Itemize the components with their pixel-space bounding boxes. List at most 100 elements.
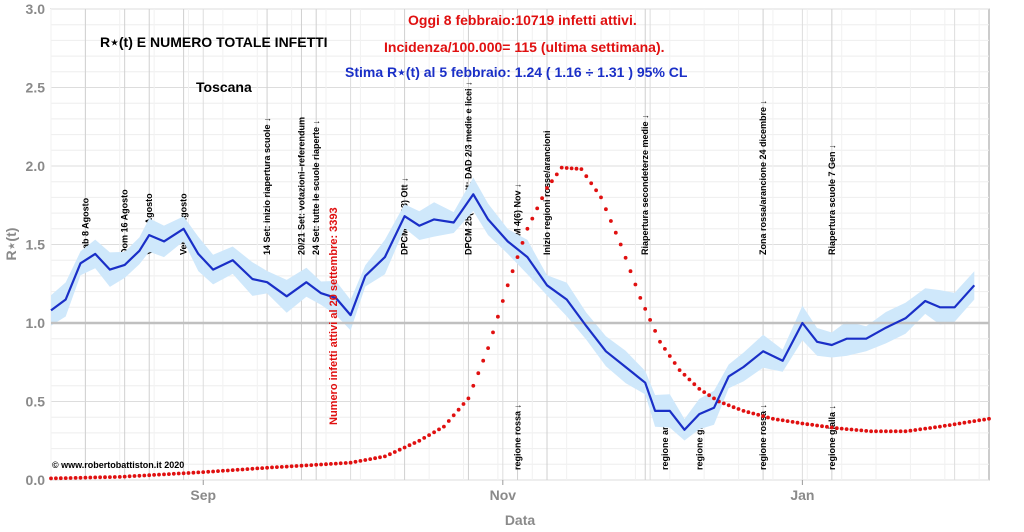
infetti-dot — [756, 412, 761, 417]
infetti-dot — [741, 409, 746, 413]
infetti-dot — [520, 241, 525, 245]
infetti-dot — [98, 475, 102, 480]
infetti-dot — [721, 401, 726, 406]
infetti-dot — [275, 465, 279, 469]
axes: 0.0 0.5 1.0 1.5 2.0 2.5 3.0 Sep Nov Jan — [26, 1, 815, 503]
infetti-dot — [648, 318, 652, 322]
infetti-dot — [731, 405, 736, 410]
infetti-dot — [589, 181, 594, 186]
region-name: Toscana — [196, 79, 252, 95]
infetti-dot — [181, 471, 186, 476]
infetti-dot — [221, 468, 225, 473]
y-tick-label: 0.5 — [26, 394, 46, 410]
infetti-dot — [618, 242, 623, 247]
infetti-dot — [329, 462, 333, 466]
infetti-dot — [530, 216, 535, 221]
infetti-dot — [255, 466, 260, 471]
infetti-dot — [78, 475, 83, 480]
infetti-dot — [122, 474, 127, 479]
infetti-dot — [947, 423, 952, 427]
infetti-dot — [795, 420, 800, 425]
infetti-dot — [211, 469, 216, 474]
infetti-dot — [54, 476, 58, 481]
infetti-dot — [898, 429, 903, 434]
infetti-dot — [869, 429, 873, 434]
infetti-dot — [206, 469, 211, 474]
infetti-dots — [49, 165, 991, 481]
infetti-dot — [746, 410, 751, 415]
infetti-dot — [653, 329, 657, 333]
infetti-dot — [839, 426, 844, 431]
event-label: Riapertura secondeterze medie ↓ — [640, 114, 650, 255]
infetti-dot — [967, 420, 972, 424]
y-axis-label: R⋆(t) — [3, 228, 19, 261]
infetti-dot — [952, 422, 957, 427]
infetti-dot — [682, 372, 687, 377]
infetti-dot — [633, 282, 638, 287]
infetti-dot — [903, 429, 908, 434]
infetti-dot — [142, 473, 147, 478]
infetti-dot — [442, 424, 446, 429]
infetti-dot — [176, 471, 181, 476]
y-tick-label: 2.0 — [26, 158, 46, 174]
infetti-dot — [73, 476, 78, 480]
infetti-dot — [761, 414, 765, 419]
infetti-dot — [304, 463, 309, 468]
infetti-dot — [250, 466, 255, 471]
infetti-dot — [397, 447, 402, 452]
infetti-dot — [540, 196, 544, 201]
stima-text: Stima R⋆(t) al 5 febbraio: 1.24 ( 1.16 ÷… — [345, 64, 688, 80]
infetti-dot — [677, 368, 682, 372]
infetti-dot — [378, 455, 382, 460]
infetti-dot — [338, 461, 343, 466]
infetti-dot — [68, 476, 73, 480]
infetti-dot — [108, 475, 112, 479]
x-tick-label: Jan — [790, 487, 814, 503]
infetti-dot — [849, 427, 854, 432]
infetti-annotation: Numero infetti attivi al 20 settembre: 3… — [328, 207, 340, 425]
event-label: Riapertura scuole 7 Gen ↓ — [827, 144, 837, 255]
infetti-dot — [58, 476, 63, 481]
event-label: DPCM 25(26) Ott: DAD 2/3 medie e licei ↓ — [463, 81, 473, 255]
zone-label: regione gialla ↓ — [694, 405, 704, 470]
infetti-dot — [864, 429, 869, 433]
x-axis-label: Data — [505, 512, 536, 528]
infetti-dot — [358, 459, 363, 463]
infetti-dot — [333, 461, 338, 466]
infetti-dot — [712, 396, 716, 401]
infetti-dot — [167, 472, 171, 476]
chart-title: R⋆(t) E NUMERO TOTALE INFETTI — [100, 34, 328, 50]
infetti-dot — [658, 339, 662, 344]
y-tick-label: 1.0 — [26, 315, 46, 331]
event-label: 20/21 Set: votazioni–referendum — [296, 117, 306, 255]
infetti-dot — [613, 230, 618, 235]
infetti-dot — [844, 427, 849, 431]
infetti-dot — [888, 429, 893, 434]
infetti-dot — [780, 418, 785, 423]
infetti-dot — [766, 415, 770, 420]
infetti-dot — [324, 462, 328, 467]
rt-series-line — [50, 193, 976, 431]
infetti-dot — [407, 443, 412, 448]
infetti-dot — [810, 422, 815, 427]
infetti-dot — [476, 371, 481, 376]
infetti-dot — [663, 347, 667, 351]
infetti-dot — [805, 422, 810, 427]
infetti-dot — [559, 165, 564, 170]
infetti-dot — [775, 417, 780, 422]
infetti-dot — [353, 459, 358, 464]
infetti-dot — [574, 166, 579, 171]
event-label: Inizio regioni rosse/arancioni — [542, 130, 552, 255]
infetti-dot — [707, 393, 711, 398]
infetti-dot — [893, 429, 898, 434]
infetti-dot — [289, 464, 294, 469]
infetti-dot — [186, 471, 191, 475]
infetti-dot — [834, 426, 839, 431]
infetti-dot — [427, 433, 431, 437]
infetti-dot — [982, 417, 986, 422]
infetti-dot — [147, 473, 152, 478]
infetti-dot — [392, 450, 397, 454]
infetti-dot — [196, 470, 201, 475]
infetti-dot — [697, 387, 702, 391]
